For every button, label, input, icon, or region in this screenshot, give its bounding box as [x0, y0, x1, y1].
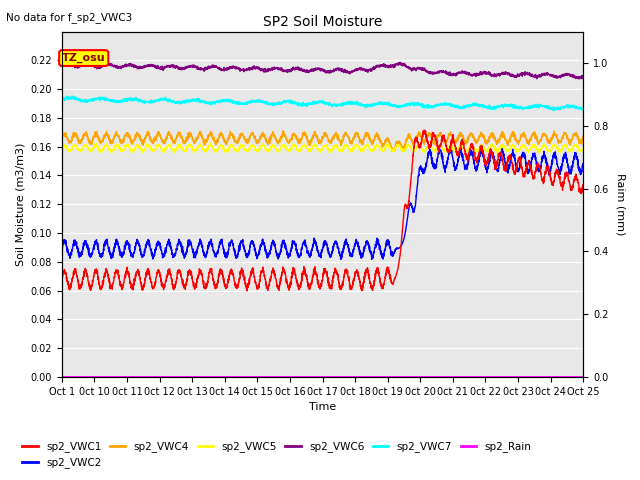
- sp2_VWC5: [259, 143, 266, 149]
- sp2_Rain: [513, 374, 521, 380]
- sp2_VWC4: [118, 141, 125, 146]
- sp2_VWC4: [279, 128, 287, 134]
- sp2_VWC6: [579, 73, 587, 79]
- sp2_VWC7: [513, 105, 521, 111]
- sp2_VWC6: [258, 67, 266, 73]
- sp2_VWC5: [579, 146, 587, 152]
- sp2_VWC2: [337, 257, 344, 263]
- Line: sp2_VWC1: sp2_VWC1: [62, 130, 583, 291]
- Line: sp2_VWC4: sp2_VWC4: [62, 131, 583, 152]
- sp2_VWC7: [58, 96, 66, 102]
- sp2_VWC1: [421, 127, 429, 133]
- sp2_VWC2: [58, 248, 66, 253]
- sp2_VWC6: [281, 68, 289, 74]
- sp2_VWC7: [550, 108, 557, 113]
- Text: No data for f_sp2_VWC3: No data for f_sp2_VWC3: [6, 12, 132, 23]
- sp2_VWC7: [68, 93, 76, 99]
- sp2_VWC5: [191, 150, 199, 156]
- sp2_VWC2: [118, 252, 125, 257]
- sp2_VWC7: [579, 108, 587, 113]
- sp2_VWC1: [281, 270, 289, 276]
- sp2_VWC1: [148, 285, 156, 290]
- Text: TZ_osu: TZ_osu: [62, 53, 106, 63]
- sp2_VWC2: [446, 145, 454, 151]
- sp2_VWC6: [513, 73, 521, 79]
- sp2_VWC5: [148, 149, 156, 155]
- Y-axis label: Soil Moisture (m3/m3): Soil Moisture (m3/m3): [15, 143, 25, 266]
- sp2_VWC7: [258, 98, 266, 104]
- sp2_VWC6: [58, 63, 66, 69]
- sp2_VWC1: [513, 164, 521, 169]
- sp2_Rain: [58, 374, 66, 380]
- sp2_Rain: [118, 374, 125, 380]
- sp2_VWC7: [570, 104, 577, 110]
- Line: sp2_VWC2: sp2_VWC2: [62, 148, 583, 260]
- sp2_VWC5: [58, 144, 66, 150]
- sp2_VWC7: [118, 99, 125, 105]
- sp2_Rain: [258, 374, 266, 380]
- sp2_Rain: [569, 374, 577, 380]
- sp2_VWC2: [280, 240, 288, 245]
- sp2_VWC6: [64, 59, 72, 64]
- sp2_VWC5: [570, 144, 577, 150]
- X-axis label: Time: Time: [309, 402, 336, 412]
- sp2_VWC2: [579, 162, 587, 168]
- sp2_VWC4: [258, 131, 266, 136]
- sp2_Rain: [148, 374, 156, 380]
- sp2_VWC1: [258, 270, 266, 276]
- sp2_VWC4: [58, 137, 66, 143]
- sp2_VWC5: [281, 144, 289, 149]
- sp2_VWC5: [513, 148, 521, 154]
- sp2_VWC5: [118, 146, 125, 152]
- sp2_VWC2: [570, 161, 577, 167]
- sp2_Rain: [280, 374, 288, 380]
- Legend: sp2_VWC1, sp2_VWC2, sp2_VWC4, sp2_VWC5, sp2_VWC6, sp2_VWC7, sp2_Rain: sp2_VWC1, sp2_VWC2, sp2_VWC4, sp2_VWC5, …: [18, 437, 536, 472]
- sp2_VWC4: [579, 134, 587, 140]
- sp2_VWC2: [513, 167, 521, 172]
- sp2_VWC7: [281, 99, 289, 105]
- Title: SP2 Soil Moisture: SP2 Soil Moisture: [263, 15, 382, 29]
- sp2_VWC1: [570, 182, 577, 188]
- sp2_VWC6: [575, 76, 583, 82]
- Line: sp2_VWC6: sp2_VWC6: [62, 61, 583, 79]
- sp2_VWC4: [281, 131, 289, 137]
- Y-axis label: Raim (mm): Raim (mm): [615, 173, 625, 235]
- sp2_VWC2: [148, 250, 156, 256]
- sp2_VWC4: [570, 133, 577, 139]
- sp2_VWC6: [118, 65, 125, 71]
- sp2_VWC4: [513, 138, 521, 144]
- sp2_VWC4: [388, 149, 396, 155]
- sp2_VWC7: [148, 98, 156, 104]
- sp2_VWC1: [243, 288, 251, 294]
- sp2_VWC6: [570, 72, 577, 78]
- sp2_VWC4: [148, 140, 156, 146]
- sp2_VWC2: [258, 241, 266, 247]
- sp2_VWC5: [207, 140, 214, 146]
- sp2_VWC6: [148, 62, 156, 68]
- sp2_Rain: [579, 374, 587, 380]
- Line: sp2_VWC5: sp2_VWC5: [62, 143, 583, 153]
- Line: sp2_VWC7: sp2_VWC7: [62, 96, 583, 110]
- sp2_VWC1: [58, 276, 66, 282]
- sp2_VWC1: [579, 183, 587, 189]
- sp2_VWC1: [118, 282, 125, 288]
